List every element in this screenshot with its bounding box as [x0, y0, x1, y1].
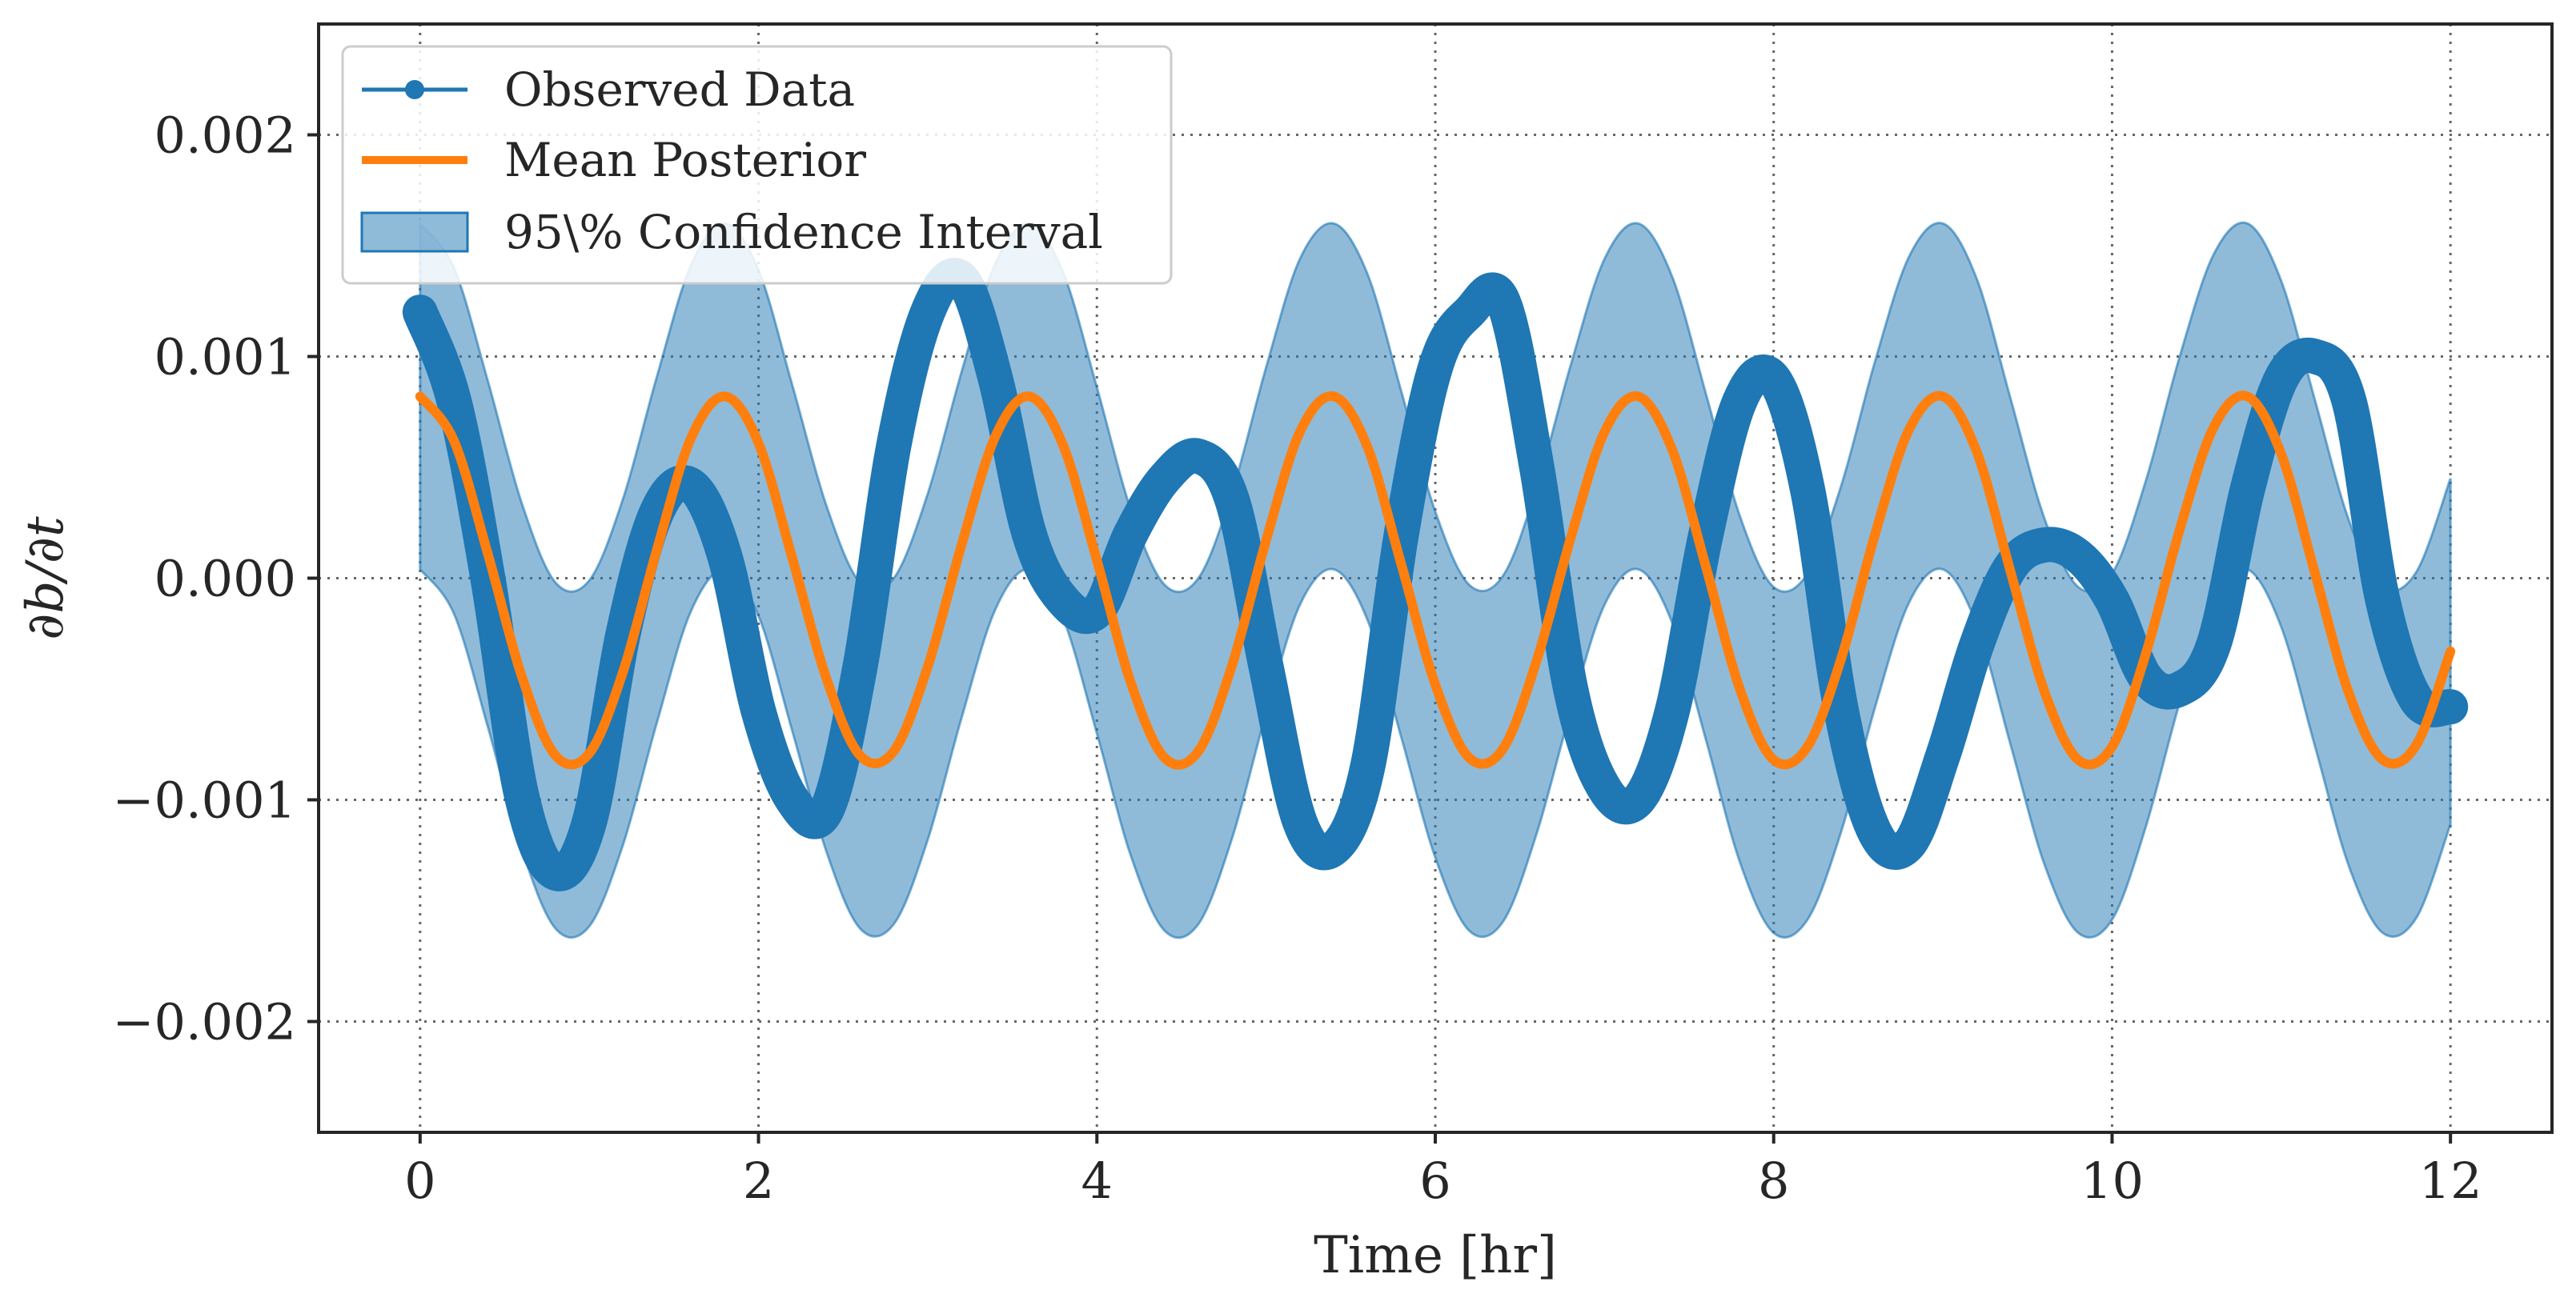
observed-data-point-32: [1487, 285, 1519, 318]
observed-data-point-34: [1555, 673, 1587, 705]
legend-item-observed: Observed Data: [362, 62, 855, 117]
observed-data-point-55: [2265, 363, 2297, 395]
observed-data-point-45: [1927, 739, 1960, 772]
y-tick-label-4: 0.002: [154, 106, 297, 165]
observed-data-point-54: [2231, 473, 2264, 506]
series-mean-posterior: [415, 391, 2456, 770]
observed-data-point-28: [1351, 750, 1384, 783]
observed-data-point-43: [1859, 817, 1892, 850]
observed-data-point-10: [742, 695, 775, 727]
observed-data-point-26: [1283, 806, 1316, 839]
observed-data-point-42: [1825, 695, 1858, 727]
y-tick-label-2: 0.000: [154, 550, 297, 608]
observed-data-point-24: [1216, 484, 1249, 517]
mean-posterior-line: [415, 391, 2456, 770]
observed-data-point-0: [403, 296, 436, 329]
observed-data-point-48: [2028, 528, 2060, 561]
observed-data-point-30: [1419, 351, 1451, 384]
observed-data-point-17: [979, 363, 1012, 395]
observed-data-point-57: [2333, 384, 2365, 417]
y-tick-label-1: −0.001: [113, 771, 296, 830]
observed-data-point-39: [1723, 384, 1756, 417]
x-tick-label-0: 0: [404, 1152, 435, 1210]
observed-data-point-15: [911, 296, 944, 329]
observed-data-point-37: [1655, 695, 1688, 727]
observed-data-point-52: [2164, 673, 2196, 705]
observed-data-point-59: [2400, 683, 2433, 716]
observed-data-point-49: [2062, 539, 2095, 572]
x-axis-ticks: 0 2 4 6 8 10 12: [404, 1132, 2482, 1210]
observed-data-point-1: [438, 384, 471, 417]
legend-item-confidence-interval: 95\% Confidence Interval: [360, 205, 1103, 259]
x-tick-label-2: 4: [1081, 1152, 1113, 1210]
observed-data-point-21: [1114, 518, 1147, 551]
x-axis-label: Time [hr]: [1314, 1226, 1557, 1285]
x-tick-label-1: 2: [743, 1152, 774, 1210]
observed-data-point-18: [1013, 518, 1045, 551]
observed-data-point-33: [1520, 451, 1553, 483]
observed-data-point-9: [708, 539, 741, 572]
observed-data-point-50: [2096, 584, 2129, 617]
legend: Observed Data Mean Posterior 95\% Confid…: [341, 45, 1173, 285]
legend-label-confidence-interval: 95\% Confidence Interval: [504, 205, 1103, 259]
y-tick-label-0: −0.002: [113, 993, 296, 1052]
observed-data-point-22: [1148, 462, 1181, 495]
observed-data-point-14: [877, 429, 910, 462]
observed-data-point-53: [2197, 628, 2230, 661]
legend-swatch-confidence-interval: [360, 211, 469, 253]
observed-data-point-5: [573, 806, 606, 839]
observed-data-point-8: [675, 469, 707, 502]
y-axis-ticks: −0.002 −0.001 0.000 0.001 0.002: [113, 106, 319, 1052]
observed-data-point-41: [1792, 473, 1824, 506]
observed-data-point-19: [1047, 584, 1079, 617]
x-tick-label-3: 6: [1419, 1152, 1451, 1210]
legend-label-mean-posterior: Mean Posterior: [504, 133, 866, 187]
observed-data-point-56: [2299, 340, 2332, 373]
y-axis-label: ∂b/∂t: [16, 516, 75, 640]
x-tick-label-6: 12: [2419, 1152, 2482, 1210]
observed-data-point-44: [1892, 827, 1925, 860]
observed-data-point-3: [505, 779, 538, 811]
observed-data-point-25: [1250, 651, 1282, 683]
observed-data-point-23: [1182, 440, 1215, 473]
observed-data-point-35: [1588, 772, 1621, 805]
observed-data-point-27: [1318, 832, 1350, 865]
series-layer: [402, 258, 2469, 891]
legend-marker-observed: [405, 80, 424, 99]
observed-data-point-31: [1453, 296, 1486, 329]
observed-data-point-40: [1757, 363, 1790, 395]
observed-data-point-46: [1960, 628, 1993, 661]
observed-data-point-58: [2366, 584, 2399, 617]
observed-data-point-60: [2434, 691, 2467, 723]
observed-data-point-11: [776, 783, 809, 816]
observed-data-point-13: [844, 651, 877, 683]
y-tick-label-3: 0.001: [154, 328, 297, 387]
observed-data-point-4: [539, 856, 572, 889]
x-tick-label-4: 8: [1758, 1152, 1789, 1210]
observed-data-point-12: [810, 795, 843, 827]
legend-item-mean-posterior: Mean Posterior: [362, 133, 866, 187]
legend-label-observed: Observed Data: [504, 62, 855, 117]
legend-box: [341, 45, 1173, 285]
observed-data-point-36: [1622, 783, 1655, 816]
x-tick-label-5: 10: [2080, 1152, 2144, 1210]
